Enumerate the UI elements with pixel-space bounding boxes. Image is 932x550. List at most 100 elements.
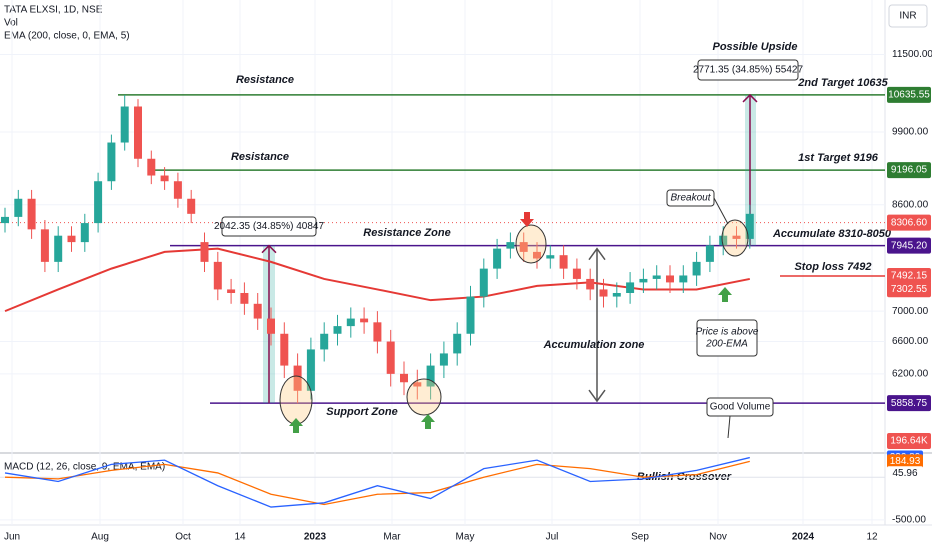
candle-body bbox=[346, 318, 355, 327]
candle-body bbox=[200, 242, 209, 262]
candle-body bbox=[40, 229, 49, 262]
candle-body bbox=[320, 333, 329, 350]
x-tick-label: Oct bbox=[175, 532, 191, 543]
macd-line bbox=[4, 456, 750, 508]
candle-body bbox=[187, 198, 196, 214]
annotation: Accumulation zone bbox=[543, 339, 645, 351]
up-arrow bbox=[718, 287, 732, 302]
y-tick-label: 11500.00 bbox=[892, 49, 932, 60]
candle-body bbox=[134, 106, 142, 159]
header: TATA ELXSI, 1D, NSE bbox=[4, 5, 103, 16]
macd-line bbox=[4, 460, 750, 506]
x-tick-label: Nov bbox=[709, 532, 727, 543]
candle-body bbox=[519, 242, 528, 252]
annotation: Breakout bbox=[670, 193, 711, 204]
candle-body bbox=[120, 106, 129, 143]
candle-body bbox=[586, 278, 595, 290]
y-tick-label: 6600.00 bbox=[892, 336, 929, 347]
candle-body bbox=[107, 142, 116, 182]
ema-line bbox=[4, 247, 750, 313]
candle-body bbox=[386, 341, 395, 374]
pointer bbox=[727, 415, 731, 439]
candle-body bbox=[679, 275, 688, 283]
candle-body bbox=[639, 278, 648, 283]
candle-body bbox=[373, 322, 382, 342]
x-tick-label: 12 bbox=[866, 532, 878, 543]
annotation: 2nd Target 10635 bbox=[797, 77, 888, 89]
candle-body bbox=[453, 333, 462, 354]
annotation: Possible Upside bbox=[713, 41, 798, 53]
macd-tag bbox=[887, 466, 923, 481]
y-tick-label: 7000.00 bbox=[892, 306, 929, 317]
annotation: Accumulate 8310-8050 bbox=[772, 228, 892, 240]
candle-body bbox=[666, 275, 674, 283]
candle-body bbox=[213, 261, 222, 290]
up-arrow bbox=[421, 414, 435, 429]
x-tick-label: Mar bbox=[383, 532, 401, 543]
annotation: Support Zone bbox=[326, 406, 398, 418]
annotation: Resistance bbox=[236, 74, 294, 86]
candle-body bbox=[506, 242, 515, 249]
candle-body bbox=[705, 245, 714, 262]
candle-body bbox=[267, 318, 275, 334]
candle-body bbox=[426, 365, 435, 387]
candle-body bbox=[439, 353, 448, 366]
price-tag bbox=[887, 86, 931, 103]
header: Vol bbox=[4, 18, 18, 29]
measure-arrow bbox=[261, 244, 277, 254]
candle-body bbox=[599, 289, 608, 297]
x-tick-label: Jun bbox=[4, 532, 20, 543]
candle-body bbox=[719, 235, 728, 246]
candle-body bbox=[293, 365, 302, 391]
price-tag-label: 7302.55 bbox=[891, 284, 928, 295]
highlight-circle bbox=[721, 219, 749, 257]
measure-arrow bbox=[742, 93, 758, 103]
currency-button[interactable] bbox=[888, 4, 928, 28]
candle-body bbox=[479, 268, 488, 297]
price-tag bbox=[887, 268, 931, 285]
candle-body bbox=[360, 318, 369, 323]
macd-tick-label: -500.00 bbox=[892, 515, 926, 526]
candle-body bbox=[333, 326, 342, 334]
candle-body bbox=[546, 255, 555, 259]
candle-body bbox=[227, 289, 236, 293]
currency-label[interactable]: INR bbox=[899, 11, 916, 22]
range-arrow bbox=[588, 247, 606, 403]
candle-body bbox=[559, 255, 568, 269]
candle-body bbox=[27, 198, 36, 230]
y-tick-label: 6200.00 bbox=[892, 368, 929, 379]
candle-body bbox=[160, 175, 169, 182]
x-tick-label: Jul bbox=[546, 532, 559, 543]
x-tick-label: 2023 bbox=[304, 532, 327, 543]
x-tick-label: 14 bbox=[234, 532, 246, 543]
price-tag-label: 7945.20 bbox=[891, 240, 928, 251]
price-tag-label: 5858.75 bbox=[891, 398, 928, 409]
macd-tag-label: 184.93 bbox=[890, 456, 921, 467]
price-tag bbox=[887, 162, 931, 179]
price-tag bbox=[887, 237, 931, 254]
annotation: Stop loss 7492 bbox=[794, 261, 871, 273]
annotation-box bbox=[697, 59, 799, 81]
candle-body bbox=[280, 333, 289, 366]
annotation: Price is above bbox=[696, 327, 759, 338]
macd-title: MACD (12, 26, close, 9, EMA, EMA) bbox=[4, 462, 165, 473]
annotation-box bbox=[221, 216, 317, 237]
candle-body bbox=[493, 248, 502, 269]
annotation: 1st Target 9196 bbox=[798, 152, 879, 164]
x-tick-label: May bbox=[456, 532, 475, 543]
pointer bbox=[713, 197, 729, 225]
candle-body bbox=[147, 158, 156, 176]
annotation: 200-EMA bbox=[705, 339, 748, 350]
candle-body bbox=[612, 292, 621, 297]
y-tick-label: 8600.00 bbox=[892, 199, 929, 210]
volume-tag bbox=[887, 433, 931, 449]
price-tag-label: 9196.05 bbox=[891, 165, 928, 176]
candle-body bbox=[240, 292, 249, 304]
price-tag bbox=[887, 281, 931, 298]
candle-body bbox=[652, 275, 661, 279]
price-tag bbox=[887, 214, 931, 231]
x-tick-label: Sep bbox=[631, 532, 649, 543]
macd-tag bbox=[887, 454, 923, 469]
